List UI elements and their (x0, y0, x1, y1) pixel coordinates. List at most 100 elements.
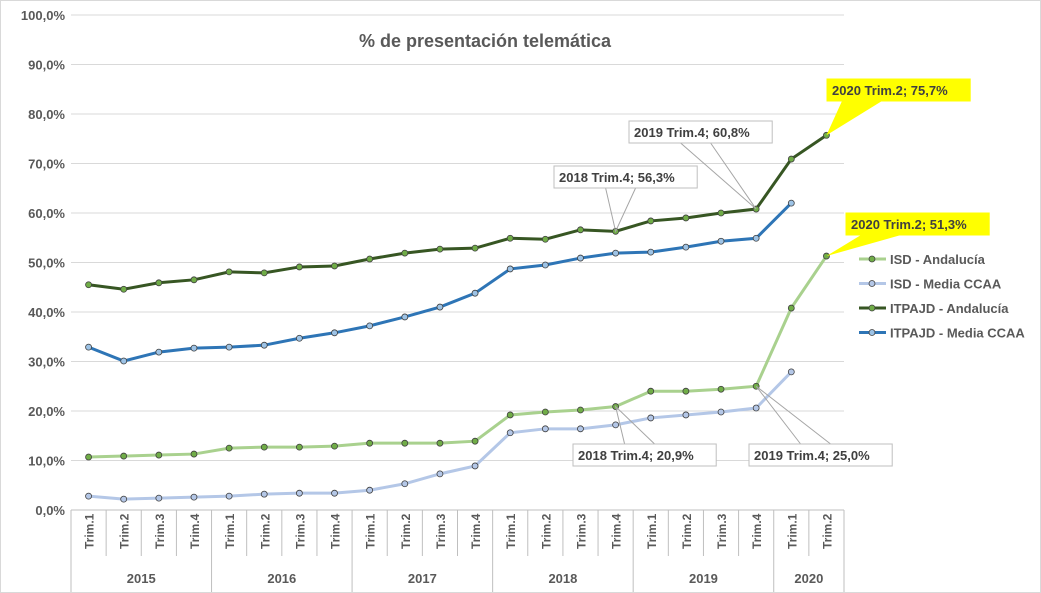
data-point (506, 234, 514, 242)
data-point (612, 249, 620, 257)
year-label: 2018 (548, 571, 577, 586)
data-point (647, 217, 655, 225)
x-tick-label: Trim.2 (258, 513, 272, 549)
data-point (331, 442, 338, 450)
data-point (471, 244, 479, 252)
data-point (155, 348, 163, 356)
data-point (787, 155, 795, 163)
data-point (436, 439, 444, 447)
data-point (225, 268, 233, 276)
data-point (506, 265, 514, 273)
data-point (225, 343, 233, 351)
chart-title: % de presentación telemática (359, 31, 612, 51)
data-point (120, 495, 128, 503)
x-tick-label: Trim.3 (715, 513, 729, 549)
legend-marker (868, 280, 876, 287)
year-label: 2015 (127, 571, 156, 586)
callout-pointer (826, 101, 882, 136)
data-point (471, 462, 479, 470)
year-label: 2020 (794, 571, 823, 586)
legend-marker (868, 255, 876, 263)
data-point (401, 439, 409, 447)
x-tick-label: Trim.4 (329, 513, 343, 549)
x-tick-label: Trim.2 (399, 513, 413, 549)
data-point (612, 421, 620, 429)
data-point (366, 255, 374, 263)
x-tick-label: Trim.1 (645, 513, 659, 549)
data-point (225, 444, 233, 452)
callout-pointer (826, 235, 901, 257)
x-tick-label: Trim.4 (610, 513, 624, 549)
data-point (295, 334, 303, 342)
data-point (541, 425, 549, 433)
y-tick-label: 60,0% (28, 206, 65, 221)
callout-box (553, 165, 698, 189)
x-tick-label: Trim.1 (83, 513, 97, 549)
callout-leader (755, 385, 831, 445)
legend-label: ITPAJD - Andalucía (890, 301, 1009, 316)
x-tick-label: Trim.1 (504, 513, 518, 549)
data-point (682, 387, 690, 395)
x-tick-label: Trim.2 (820, 513, 834, 549)
data-point (787, 199, 795, 207)
data-point (436, 470, 444, 478)
y-tick-label: 20,0% (28, 404, 65, 419)
x-tick-label: Trim.4 (750, 513, 764, 549)
data-point (577, 226, 584, 234)
data-point (260, 341, 268, 349)
data-point (647, 414, 655, 422)
data-point (541, 235, 549, 243)
data-point (471, 437, 479, 445)
data-point (120, 285, 128, 293)
data-point (331, 329, 338, 337)
data-point (752, 234, 760, 242)
data-point (752, 404, 760, 412)
data-point (85, 281, 92, 289)
x-tick-label: Trim.4 (188, 513, 202, 549)
data-point (85, 453, 92, 461)
data-point (436, 245, 444, 253)
data-point (260, 443, 268, 451)
data-label: 2018 Trim.4; 56,3% (559, 170, 675, 185)
data-point (682, 411, 690, 419)
data-point (366, 439, 374, 447)
data-point (120, 357, 128, 365)
data-point (577, 406, 584, 414)
callout-box (572, 443, 717, 467)
x-tick-label: Trim.1 (364, 513, 378, 549)
data-point (190, 344, 198, 352)
x-tick-label: Trim.3 (574, 513, 588, 549)
data-point (682, 243, 690, 251)
data-point (471, 289, 479, 297)
y-tick-label: 10,0% (28, 454, 65, 469)
data-point (295, 489, 303, 497)
legend-marker (868, 304, 876, 312)
x-tick-label: Trim.4 (469, 513, 483, 549)
y-tick-label: 0,0% (35, 503, 65, 518)
data-point (577, 254, 584, 262)
data-point (401, 480, 409, 488)
y-tick-label: 30,0% (28, 355, 65, 370)
data-point (717, 237, 725, 245)
data-label: 2019 Trim.4; 60,8% (634, 125, 750, 140)
data-point (401, 249, 409, 257)
data-label: 2020 Trim.2; 51,3% (851, 217, 967, 232)
data-point (787, 304, 795, 312)
data-point (155, 494, 163, 502)
data-point (717, 408, 725, 416)
x-tick-label: Trim.2 (118, 513, 132, 549)
callout-box (628, 120, 773, 144)
data-point (682, 214, 690, 222)
x-tick-label: Trim.2 (680, 513, 694, 549)
y-tick-label: 80,0% (28, 107, 65, 122)
callout-leader (605, 187, 637, 233)
data-point (190, 493, 198, 501)
data-label: 2019 Trim.4; 25,0% (754, 448, 870, 463)
y-tick-label: 40,0% (28, 305, 65, 320)
data-point (787, 368, 795, 376)
data-point (260, 490, 268, 498)
data-point (541, 408, 549, 416)
series-line-2 (88, 134, 828, 291)
year-label: 2017 (408, 571, 437, 586)
x-tick-label: Trim.3 (293, 513, 307, 549)
